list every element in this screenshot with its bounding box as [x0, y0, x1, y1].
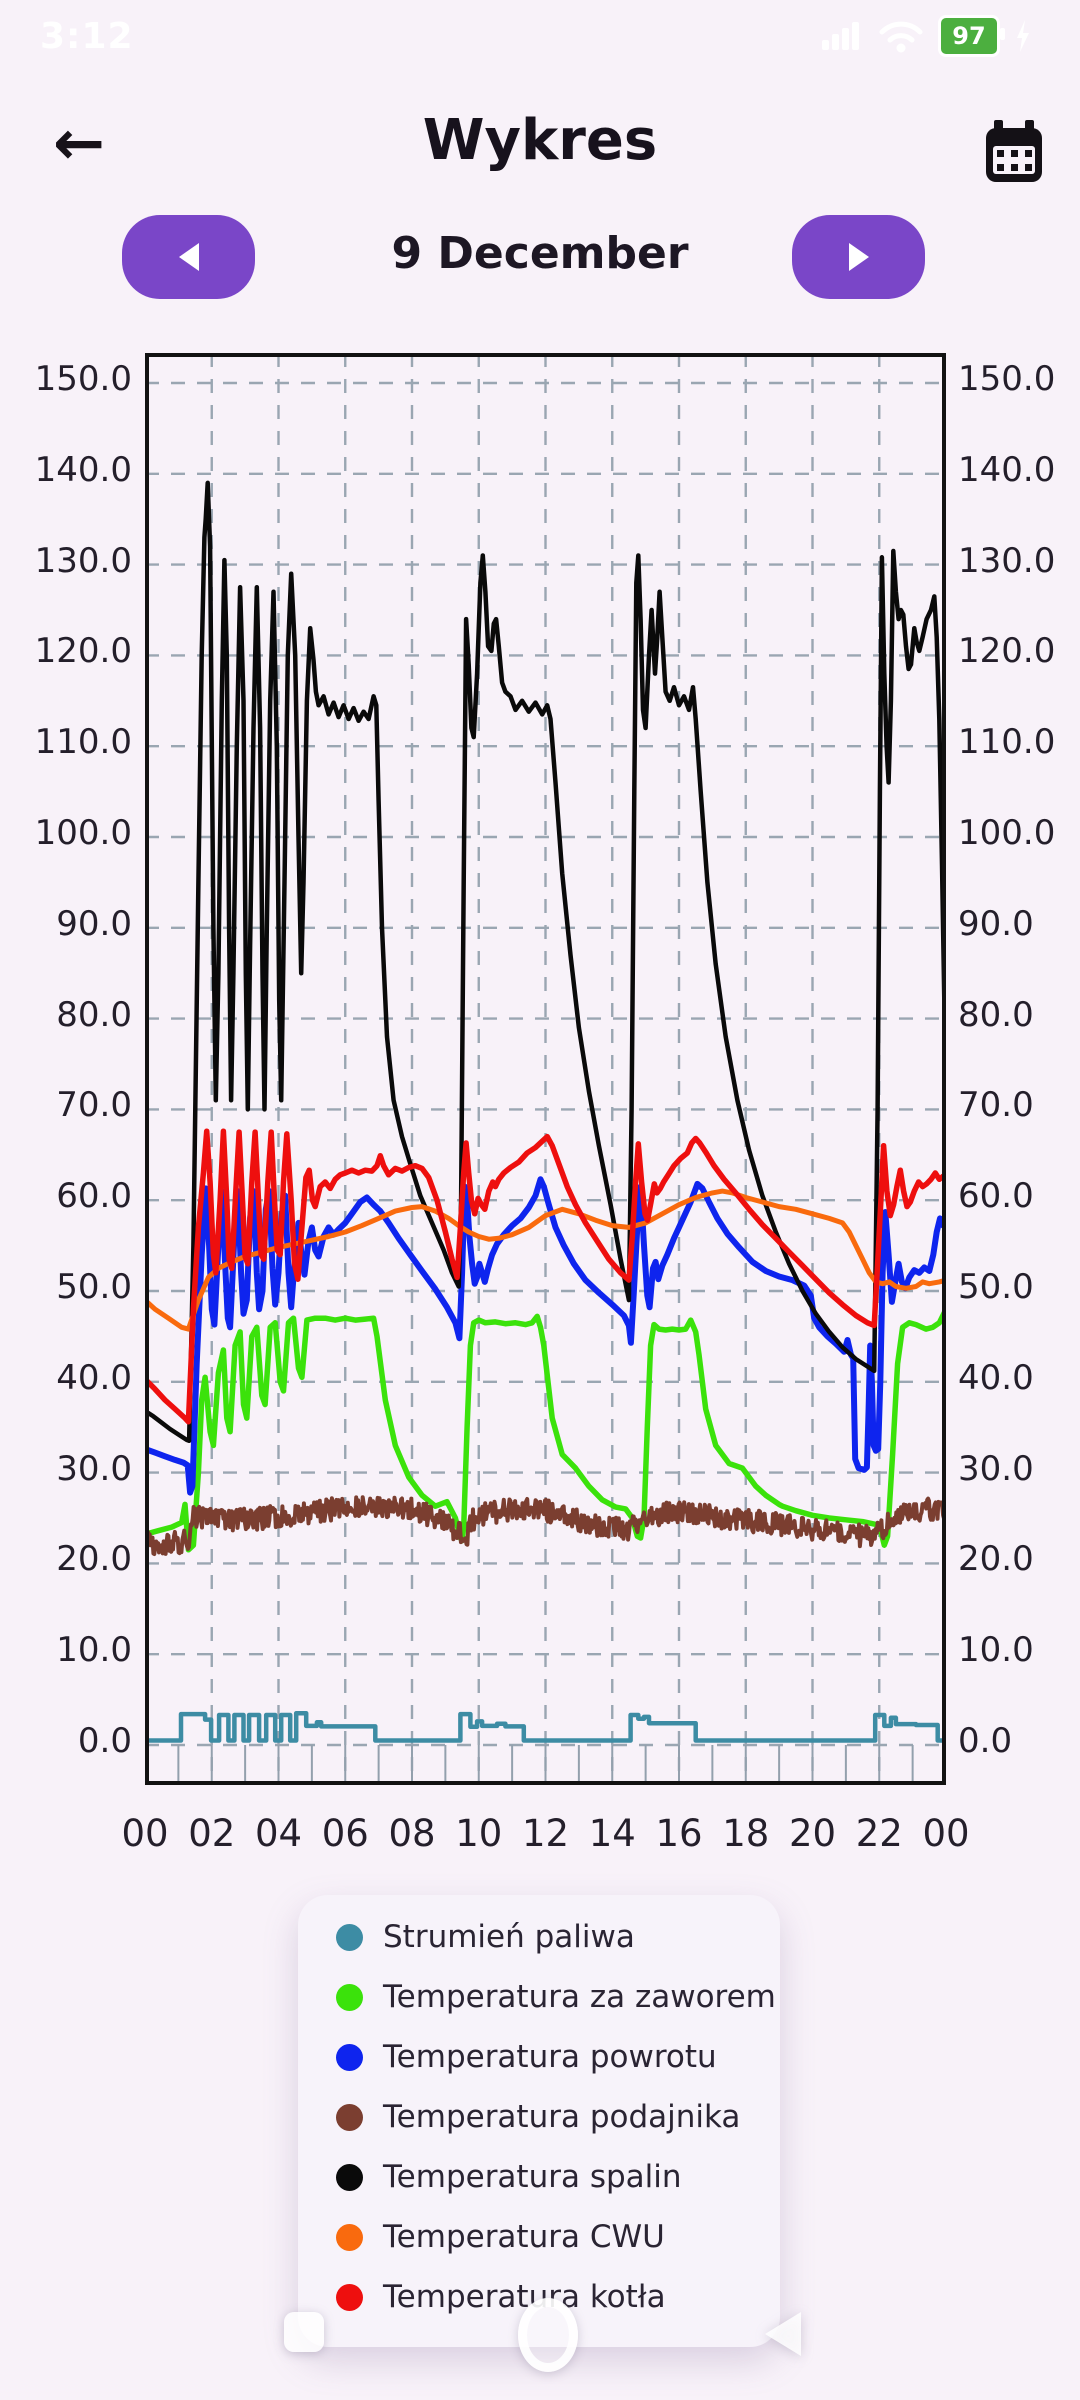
- x-tick-label: 02: [188, 1812, 236, 1855]
- status-bar: 3:12 97: [0, 0, 1080, 70]
- y-tick-label-right: 130.0: [958, 540, 1056, 581]
- x-tick-label: 06: [321, 1812, 369, 1855]
- legend-item: Temperatura za zaworem: [336, 1977, 776, 2017]
- x-tick-label: 10: [455, 1812, 503, 1855]
- wifi-icon: [879, 21, 923, 53]
- legend-item: Temperatura podajnika: [336, 2097, 740, 2137]
- y-tick-label-right: 30.0: [958, 1448, 1034, 1489]
- y-tick-label-left: 70.0: [56, 1085, 132, 1126]
- y-tick-label-right: 120.0: [958, 631, 1056, 672]
- chevron-right-icon: [848, 243, 869, 271]
- legend-item: Temperatura spalin: [336, 2157, 682, 2197]
- y-tick-label-left: 80.0: [56, 994, 132, 1035]
- legend-color-dot: [336, 2043, 363, 2071]
- legend-label: Strumień paliwa: [383, 1919, 635, 1955]
- legend-label: Temperatura podajnika: [383, 2099, 741, 2135]
- series-temperatura-spalin: [145, 480, 946, 1444]
- y-tick-label-left: 10.0: [56, 1630, 132, 1671]
- x-tick-label: 16: [655, 1812, 703, 1855]
- legend-item: Strumień paliwa: [336, 1917, 635, 1957]
- battery-percent: 97: [952, 22, 986, 50]
- y-tick-label-right: 40.0: [958, 1357, 1034, 1398]
- x-tick-label: 00: [922, 1812, 970, 1855]
- plot-border: [145, 353, 946, 1785]
- y-tick-label-left: 140.0: [34, 449, 132, 490]
- recents-button[interactable]: [284, 2312, 324, 2352]
- y-tick-label-right: 10.0: [958, 1630, 1034, 1671]
- y-tick-label-left: 60.0: [56, 1176, 132, 1217]
- y-tick-label-left: 50.0: [56, 1267, 132, 1307]
- status-time: 3:12: [40, 16, 134, 57]
- chevron-left-icon: [178, 243, 199, 271]
- y-tick-label-left: 110.0: [34, 722, 132, 763]
- legend-color-dot: [336, 2163, 363, 2191]
- next-day-button[interactable]: [792, 215, 925, 299]
- legend-label: Temperatura spalin: [383, 2159, 682, 2195]
- y-tick-label-right: 90.0: [958, 903, 1034, 944]
- legend-item: Temperatura CWU: [336, 2217, 665, 2257]
- y-tick-label-left: 120.0: [34, 631, 132, 672]
- page-title: Wykres: [422, 108, 658, 173]
- x-tick-label: 18: [722, 1812, 770, 1855]
- series-strumień-paliwa: [145, 1710, 946, 1743]
- y-tick-label-left: 90.0: [56, 903, 132, 944]
- y-tick-label-left: 130.0: [34, 540, 132, 581]
- y-tick-label-right: 110.0: [958, 722, 1056, 763]
- x-tick-label: 08: [388, 1812, 436, 1855]
- series-temperatura-powrotu: [145, 1176, 946, 1496]
- battery-icon: 97: [938, 15, 1005, 57]
- y-tick-label-left: 100.0: [34, 813, 132, 853]
- legend-item: Temperatura powrotu: [336, 2037, 717, 2077]
- x-tick-label: 12: [521, 1812, 570, 1855]
- legend-item: Temperatura kotła: [336, 2277, 666, 2317]
- x-tick-label: 00: [121, 1812, 169, 1855]
- prev-day-button[interactable]: [122, 215, 255, 299]
- y-tick-label-right: 60.0: [958, 1176, 1034, 1217]
- y-tick-label-right: 70.0: [958, 1085, 1034, 1126]
- legend-color-dot: [336, 2223, 363, 2251]
- chart-legend: Strumień paliwa Temperatura za zaworem Tem…: [298, 1895, 780, 2347]
- calendar-icon[interactable]: [986, 120, 1042, 182]
- y-tick-label-right: 50.0: [958, 1267, 1034, 1307]
- signal-icon: [822, 22, 859, 50]
- y-tick-label-right: 150.0: [958, 359, 1056, 399]
- charging-bolt-icon: [1017, 20, 1029, 52]
- selected-date: 9 December: [391, 228, 689, 279]
- legend-label: Temperatura za zaworem: [383, 1979, 776, 2015]
- legend-color-dot: [336, 1983, 363, 2011]
- x-tick-label: 22: [855, 1812, 903, 1855]
- y-tick-label-right: 0.0: [958, 1721, 1013, 1761]
- series-temperatura-podajnika: [145, 1495, 946, 1556]
- legend-label: Temperatura powrotu: [383, 2039, 717, 2075]
- y-tick-label-left: 30.0: [56, 1448, 132, 1489]
- series-temperatura-za-zaworem: [145, 1306, 946, 1553]
- legend-color-dot: [336, 2103, 363, 2131]
- x-tick-label: 04: [254, 1812, 303, 1855]
- y-tick-label-left: 20.0: [56, 1539, 132, 1580]
- legend-label: Temperatura CWU: [383, 2219, 665, 2255]
- series-temperatura-kotła: [145, 1128, 946, 1425]
- legend-color-dot: [336, 2283, 363, 2311]
- legend-color-dot: [336, 1923, 363, 1951]
- y-tick-label-left: 40.0: [56, 1357, 132, 1398]
- y-tick-label-right: 80.0: [958, 994, 1034, 1035]
- back-button[interactable]: ←: [53, 106, 105, 179]
- android-nav-bar: [0, 2290, 1080, 2372]
- series-temperatura-cwu: [145, 1188, 946, 1332]
- y-tick-label-left: 0.0: [77, 1721, 132, 1761]
- y-tick-label-right: 140.0: [958, 449, 1056, 490]
- y-tick-label-right: 20.0: [958, 1539, 1034, 1580]
- x-tick-label: 14: [588, 1812, 636, 1855]
- legend-label: Temperatura kotła: [383, 2279, 666, 2315]
- android-back-button[interactable]: [765, 2312, 801, 2356]
- x-tick-label: 20: [788, 1812, 837, 1855]
- y-tick-label-right: 100.0: [958, 813, 1056, 853]
- y-tick-label-left: 150.0: [34, 359, 132, 399]
- chart-plot-area[interactable]: [145, 353, 946, 1785]
- home-button[interactable]: [518, 2298, 578, 2372]
